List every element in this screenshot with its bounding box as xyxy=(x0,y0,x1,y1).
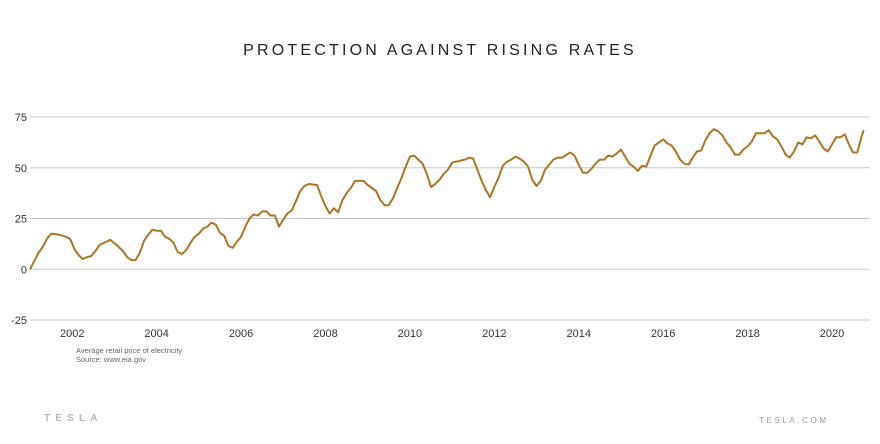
brand-logo: TESLA xyxy=(44,413,103,424)
y-tick-label: 25 xyxy=(15,214,27,226)
x-tick-label: 2006 xyxy=(229,328,253,340)
y-tick-label: 50 xyxy=(15,163,27,175)
note-description: Average retail price of electricity xyxy=(76,346,183,355)
x-tick-label: 2020 xyxy=(820,328,844,340)
x-tick-label: 2012 xyxy=(482,328,506,340)
x-axis-ticks: 2002 2004 2006 2008 2010 2012 2014 2016 2018 2020 xyxy=(60,328,844,340)
price-series-line xyxy=(29,128,865,270)
y-tick-label: -25 xyxy=(11,315,27,327)
x-tick-label: 2018 xyxy=(735,328,759,340)
x-tick-label: 2010 xyxy=(398,328,422,340)
x-tick-label: 2016 xyxy=(651,328,675,340)
y-axis-ticks: -25 0 25 50 75 xyxy=(11,112,27,327)
y-tick-label: 0 xyxy=(21,264,27,276)
x-tick-label: 2014 xyxy=(567,328,591,340)
x-tick-label: 2008 xyxy=(313,328,337,340)
grid-layer xyxy=(30,116,870,321)
note-source: Source: www.eia.gov xyxy=(76,355,147,364)
x-tick-label: 2004 xyxy=(144,328,168,340)
x-tick-label: 2002 xyxy=(60,328,84,340)
footer-site: TESLA.COM xyxy=(759,416,829,425)
chart-title: PROTECTION AGAINST RISING RATES xyxy=(243,42,637,59)
y-tick-label: 75 xyxy=(15,112,27,124)
